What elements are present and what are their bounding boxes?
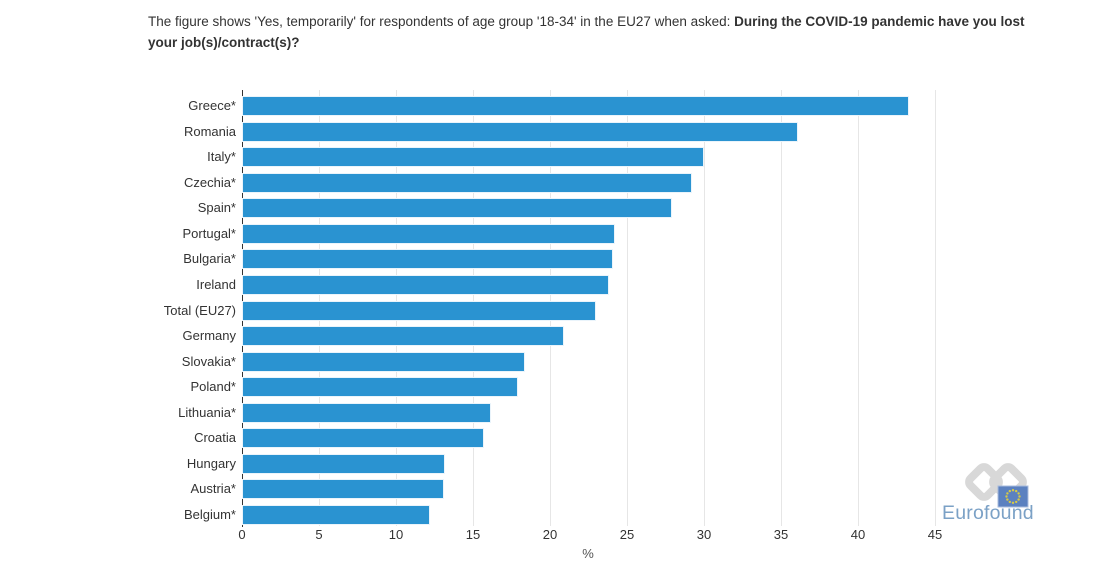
chart-title-question: During the COVID-19 pandemic have you lo… — [148, 14, 1025, 50]
bar-italy[interactable] — [242, 147, 704, 167]
bar-bulgaria[interactable] — [242, 249, 613, 269]
bar-hungary[interactable] — [242, 454, 445, 474]
eurofound-logo[interactable]: Eurofound — [938, 458, 1048, 528]
x-tick-label: 5 — [315, 527, 323, 542]
x-tick-label: 35 — [773, 527, 789, 542]
eurofound-logo-text: Eurofound — [942, 502, 1034, 524]
category-label: Lithuania* — [178, 405, 236, 420]
x-tick-label: 30 — [696, 527, 712, 542]
bar-slovakia[interactable] — [242, 352, 525, 372]
category-label: Croatia — [194, 430, 236, 445]
x-tick-label: 40 — [850, 527, 866, 542]
category-label: Total (EU27) — [163, 303, 236, 318]
chain-links-icon — [965, 463, 1029, 508]
gridline — [704, 90, 705, 526]
x-tick-label: 0 — [238, 527, 246, 542]
x-tick-label: 10 — [388, 527, 404, 542]
bar-czechia[interactable] — [242, 173, 692, 193]
x-tick-label: 15 — [465, 527, 481, 542]
chart-title-prefix: The figure shows 'Yes, temporarily' for … — [148, 14, 735, 29]
chart-title: The figure shows 'Yes, temporarily' for … — [148, 11, 1053, 53]
category-label: Bulgaria* — [183, 251, 236, 266]
category-label: Greece* — [188, 98, 236, 113]
category-label: Ireland — [196, 277, 236, 292]
chain-link-left — [965, 463, 1003, 501]
category-label: Romania — [183, 124, 236, 139]
bar-croatia[interactable] — [242, 428, 484, 448]
category-label: Austria* — [190, 481, 236, 496]
category-label: Belgium* — [183, 507, 236, 522]
category-label: Portugal* — [182, 226, 236, 241]
category-label: Italy* — [207, 149, 236, 164]
eu-flag-icon — [997, 485, 1029, 508]
x-axis-title: % — [582, 546, 594, 561]
category-label: Czechia* — [183, 175, 236, 190]
x-tick-label: 20 — [542, 527, 558, 542]
x-tick-label: 25 — [619, 527, 635, 542]
category-label: Poland* — [190, 379, 236, 394]
bar-germany[interactable] — [242, 326, 564, 346]
gridline — [858, 90, 859, 526]
bar-austria[interactable] — [242, 479, 444, 499]
category-label: Spain* — [197, 200, 236, 215]
bar-belgium[interactable] — [242, 505, 430, 525]
eu-flag-stars — [1005, 489, 1021, 504]
bar-ireland[interactable] — [242, 275, 609, 295]
x-tick-label: 45 — [927, 527, 943, 542]
gridline — [935, 90, 936, 526]
category-label: Slovakia* — [181, 354, 236, 369]
bar-greece[interactable] — [242, 96, 909, 116]
category-label: Germany — [182, 328, 236, 343]
bar-total-eu27[interactable] — [242, 301, 596, 321]
bar-portugal[interactable] — [242, 224, 615, 244]
gridline — [627, 90, 628, 526]
bar-poland[interactable] — [242, 377, 518, 397]
bar-spain[interactable] — [242, 198, 672, 218]
gridline — [781, 90, 782, 526]
category-label: Hungary — [186, 456, 236, 471]
bar-lithuania[interactable] — [242, 403, 491, 423]
bar-romania[interactable] — [242, 122, 798, 142]
